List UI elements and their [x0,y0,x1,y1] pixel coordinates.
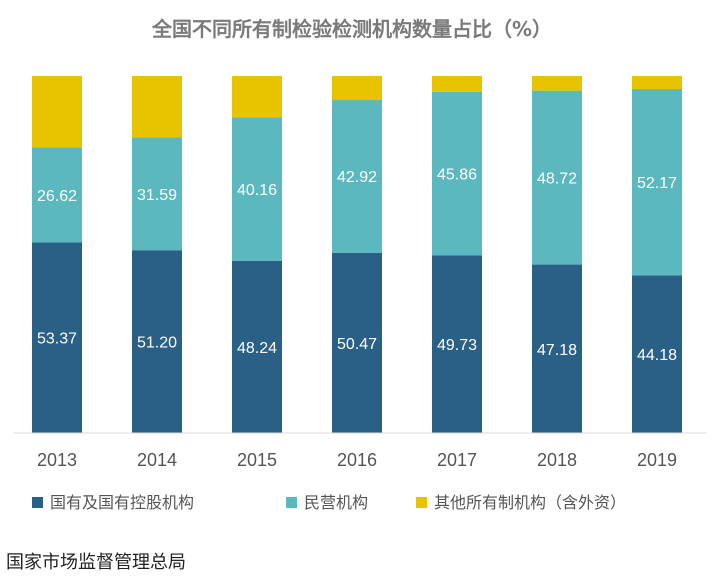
bar-segment [232,260,282,433]
bar-segment [132,250,182,433]
data-label: 26.62 [37,188,77,205]
x-tick-labels: 2013 2014 2015 2016 2017 2018 2019 [37,450,677,470]
bar-segment [232,117,282,261]
x-tick-label: 2018 [537,450,577,470]
bar-segment [332,76,382,100]
bar-segment [632,275,682,433]
bar-segment [32,147,82,243]
data-label: 47.18 [537,342,577,359]
legend-swatch [286,497,297,508]
legend-swatch [32,497,43,508]
bar-segment [332,99,382,253]
legend-swatch [416,497,427,508]
bar-segment [532,90,582,265]
bar-segment [432,91,482,256]
data-label: 31.59 [137,187,177,204]
bar-segment [632,89,682,276]
data-label: 52.17 [637,175,677,192]
x-tick-label: 2013 [37,450,77,470]
bar-segment [232,76,282,118]
data-label: 48.72 [537,171,577,188]
legend-label: 民营机构 [304,493,368,512]
bar-segment [532,76,582,91]
bar-segment [132,137,182,251]
data-label: 42.92 [337,169,377,186]
x-tick-label: 2019 [637,450,677,470]
data-label: 48.24 [237,340,277,357]
bar-segment [132,76,182,138]
bar-segment [32,242,82,433]
legend: 国有及国有控股机构 民营机构 其他所有制机构（含外资） [32,493,626,512]
data-label: 53.37 [37,331,77,348]
data-label: 49.73 [437,337,477,354]
legend-label: 其他所有制机构（含外资） [434,493,626,512]
bars-group: 53.37 26.62 51.20 31.59 48.24 40.16 50.47 42.92… [32,76,682,433]
data-label: 50.47 [337,336,377,353]
x-tick-label: 2016 [337,450,377,470]
bar-segment [332,252,382,433]
bar-segment [432,76,482,92]
chart-title: 全国不同所有制检验检测机构数量占比（%） [151,17,552,41]
bar-segment [32,76,82,148]
bar-segment [632,76,682,90]
x-tick-label: 2015 [237,450,277,470]
data-label: 45.86 [437,167,477,184]
data-label: 40.16 [237,182,277,199]
x-tick-label: 2014 [137,450,177,470]
legend-label: 国有及国有控股机构 [50,493,194,512]
bar-segment [532,264,582,433]
data-label: 44.18 [637,347,677,364]
data-label: 51.20 [137,335,177,352]
bar-segment [432,255,482,433]
x-tick-label: 2017 [437,450,477,470]
source-note: 国家市场监督管理总局 [6,552,186,573]
